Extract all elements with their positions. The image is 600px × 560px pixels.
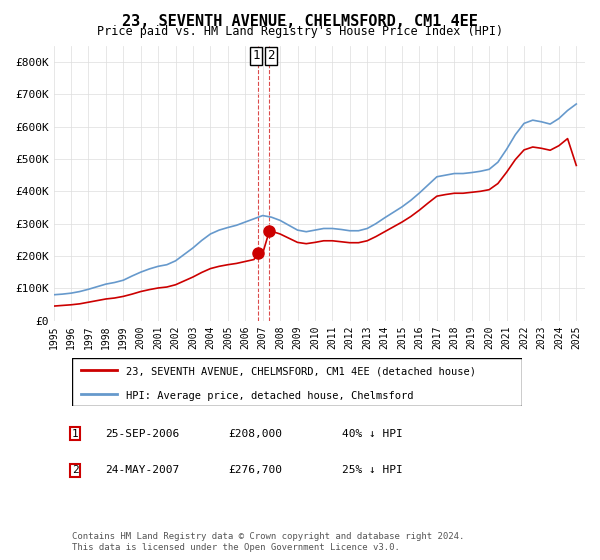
Text: 2: 2 (267, 49, 275, 62)
Text: 23, SEVENTH AVENUE, CHELMSFORD, CM1 4EE: 23, SEVENTH AVENUE, CHELMSFORD, CM1 4EE (122, 14, 478, 29)
Text: 24-MAY-2007: 24-MAY-2007 (105, 465, 179, 475)
Text: 40% ↓ HPI: 40% ↓ HPI (342, 429, 403, 439)
Text: £276,700: £276,700 (228, 465, 282, 475)
FancyBboxPatch shape (72, 358, 522, 406)
Text: HPI: Average price, detached house, Chelmsford: HPI: Average price, detached house, Chel… (126, 390, 413, 400)
Text: Contains HM Land Registry data © Crown copyright and database right 2024.
This d: Contains HM Land Registry data © Crown c… (72, 532, 464, 552)
Text: Price paid vs. HM Land Registry's House Price Index (HPI): Price paid vs. HM Land Registry's House … (97, 25, 503, 38)
Text: £208,000: £208,000 (228, 429, 282, 439)
Text: 25% ↓ HPI: 25% ↓ HPI (342, 465, 403, 475)
Text: 2: 2 (72, 465, 79, 475)
Text: 23, SEVENTH AVENUE, CHELMSFORD, CM1 4EE (detached house): 23, SEVENTH AVENUE, CHELMSFORD, CM1 4EE … (126, 367, 476, 377)
Text: 1: 1 (72, 429, 79, 439)
Text: 25-SEP-2006: 25-SEP-2006 (105, 429, 179, 439)
Text: 1: 1 (253, 49, 260, 62)
